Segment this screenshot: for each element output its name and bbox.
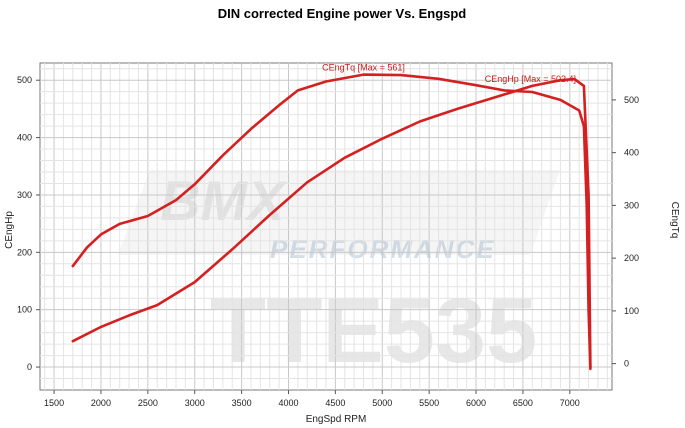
x-tick-label: 4000 (278, 398, 298, 408)
y-right-tick-label: 0 (624, 359, 629, 369)
y-left-tick-label: 400 (17, 133, 32, 143)
x-tick-label: 2500 (138, 398, 158, 408)
series-line-cengtq (71, 73, 592, 371)
y-axis-right-label: CEngTq (669, 202, 680, 239)
y-left-tick-label: 500 (17, 75, 32, 85)
chart-title: DIN corrected Engine power Vs. Engspd (218, 6, 467, 21)
y-axis-left-label: CEngHp (4, 211, 15, 249)
y-left-tick-label: 200 (17, 247, 32, 257)
y-right-tick-label: 300 (624, 200, 639, 210)
x-tick-label: 7000 (560, 398, 580, 408)
x-tick-label: 5000 (372, 398, 392, 408)
x-tick-label: 3000 (185, 398, 205, 408)
x-axis-label: EngSpd RPM (306, 414, 367, 425)
watermark-logo-text: BMX (160, 169, 288, 232)
y-right-tick-label: 500 (624, 95, 639, 105)
y-right-tick-label: 400 (624, 148, 639, 158)
plot-area: 1500 2000 2500 3000 3500 4000 4500 5000 5500 6000… (17, 62, 639, 408)
watermark-sub-text: PERFORMANCE (270, 234, 496, 264)
watermark-code-text: TTE535 (210, 280, 537, 382)
x-tick-label: 3500 (232, 398, 252, 408)
x-tick-label: 5500 (419, 398, 439, 408)
y-right-tick-label: 200 (624, 253, 639, 263)
annotation-cengtq-max: CEngTq [Max = 561] (322, 63, 405, 73)
y-right-tick-label: 100 (624, 306, 639, 316)
x-tick-label: 1500 (44, 398, 64, 408)
x-tick-label: 6000 (466, 398, 486, 408)
x-tick-label: 6500 (513, 398, 533, 408)
y-left-tick-label: 100 (17, 305, 32, 315)
y-left-tick-label: 0 (27, 362, 32, 372)
annotation-cenghp-max: CEngHp [Max = 502.4] (485, 74, 576, 84)
x-tick-label: 4500 (325, 398, 345, 408)
y-left-tick-label: 300 (17, 190, 32, 200)
x-tick-label: 2000 (91, 398, 111, 408)
series-line-cenghp (71, 77, 592, 369)
